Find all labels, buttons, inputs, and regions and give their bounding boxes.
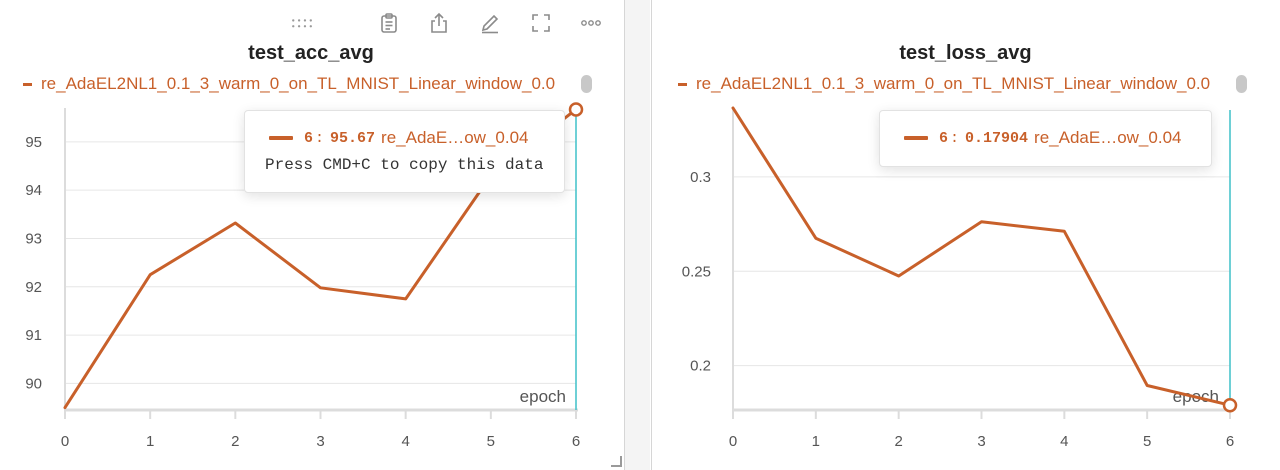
chart-title: test_acc_avg [248, 42, 374, 64]
chart-title: test_loss_avg [899, 42, 1032, 64]
x-tick-label: 3 [977, 433, 985, 450]
chart-legend: re_AdaEL2NL1_0.1_3_warm_0_on_TL_MNIST_Li… [23, 73, 575, 95]
y-tick-label: 94 [25, 182, 42, 199]
x-tick-label: 4 [401, 433, 409, 450]
x-tick-label: 2 [894, 433, 902, 450]
x-tick-label: 0 [61, 433, 69, 450]
legend-label: re_AdaEL2NL1_0.1_3_warm_0_on_TL_MNIST_Li… [696, 74, 1211, 93]
resize-handle[interactable] [611, 456, 622, 467]
legend-swatch [678, 82, 687, 86]
hover-point-marker [568, 102, 584, 117]
tooltip-step: 6 [304, 129, 314, 147]
tooltip-separator: : [950, 129, 960, 147]
x-tick-label: 1 [812, 433, 820, 450]
panel-gutter [625, 0, 650, 470]
x-tick-label: 3 [316, 433, 324, 450]
tooltip-row: 6 : 95.67 re_AdaE…ow_0.04 [269, 128, 528, 148]
y-tick-label: 0.2 [690, 358, 711, 375]
tooltip-value: 95.67 [330, 129, 376, 147]
panel-toolbar [290, 10, 610, 38]
tooltip-swatch [269, 136, 293, 140]
tooltip-separator: : [315, 129, 325, 147]
share-icon[interactable] [426, 10, 452, 36]
x-tick-label: 5 [487, 433, 495, 450]
tooltip-series-name: re_AdaE…ow_0.04 [381, 128, 529, 147]
legend-label: re_AdaEL2NL1_0.1_3_warm_0_on_TL_MNIST_Li… [41, 74, 556, 93]
x-axis-title: epoch [520, 387, 566, 406]
y-tick-label: 0.25 [682, 263, 711, 280]
legend-scrollbar[interactable] [1236, 75, 1247, 93]
tooltip-series-name: re_AdaE…ow_0.04 [1034, 128, 1182, 147]
legend-scrollbar[interactable] [581, 75, 592, 93]
y-tick-label: 95 [25, 134, 42, 151]
x-tick-label: 6 [572, 433, 580, 450]
y-tick-label: 91 [25, 327, 42, 344]
hover-tooltip: 6 : 0.17904 re_AdaE…ow_0.04 [879, 110, 1212, 167]
clipboard-icon[interactable] [376, 10, 402, 36]
more-icon[interactable] [578, 10, 604, 36]
hover-tooltip: 6 : 95.67 re_AdaE…ow_0.04 Press CMD+C to… [244, 110, 565, 193]
tooltip-swatch [904, 136, 928, 140]
series-line [731, 106, 1232, 407]
x-tick-label: 0 [729, 433, 737, 450]
tooltip-step: 6 [939, 129, 949, 147]
tooltip-value: 0.17904 [965, 129, 1029, 147]
edit-icon[interactable] [477, 10, 503, 36]
tooltip-row: 6 : 0.17904 re_AdaE…ow_0.04 [904, 128, 1181, 148]
drag-handle-icon[interactable] [290, 10, 316, 36]
x-tick-label: 2 [231, 433, 239, 450]
chart-plot-area[interactable]: 90 91 92 93 94 95 0 1 2 3 4 5 6 epoch [0, 0, 622, 470]
legend-swatch [23, 82, 32, 86]
y-tick-label: 0.3 [690, 169, 711, 186]
y-tick-label: 92 [25, 279, 42, 296]
chart-panel-test-loss: test_loss_avg re_AdaEL2NL1_0.1_3_warm_0_… [651, 0, 1280, 470]
fullscreen-icon[interactable] [528, 10, 554, 36]
tooltip-copy-hint: Press CMD+C to copy this data [265, 156, 544, 174]
x-tick-label: 1 [146, 433, 154, 450]
y-tick-label: 93 [25, 230, 42, 247]
y-tick-label: 90 [25, 375, 42, 392]
chart-panel-test-acc: test_acc_avg re_AdaEL2NL1_0.1_3_warm_0_o… [0, 0, 625, 470]
x-tick-label: 5 [1143, 433, 1151, 450]
x-tick-label: 4 [1060, 433, 1068, 450]
x-tick-label: 6 [1226, 433, 1234, 450]
chart-legend: re_AdaEL2NL1_0.1_3_warm_0_on_TL_MNIST_Li… [678, 73, 1230, 95]
hover-point-marker [1222, 397, 1238, 413]
